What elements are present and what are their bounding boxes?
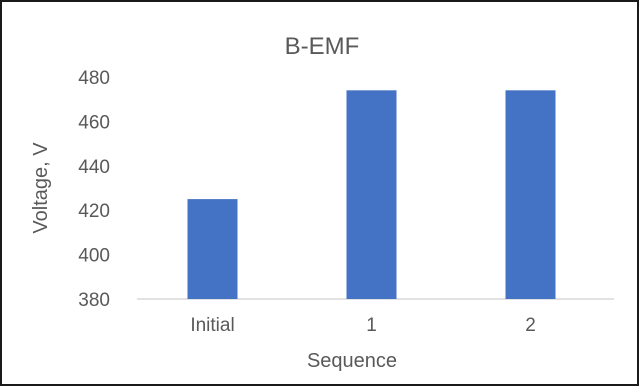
bars [187,90,556,299]
y-tick-label: 460 [78,112,110,133]
y-tick-label: 480 [78,68,110,89]
x-tick-label: 2 [525,315,536,336]
bar [346,90,397,299]
chart-title: B-EMF [285,33,360,60]
bar [505,90,556,299]
x-tick-label: 1 [366,315,377,336]
x-tick-label: Initial [190,315,234,336]
x-axis-ticks: Initial 1 2 [190,315,535,336]
y-tick-label: 420 [78,201,110,222]
y-tick-label: 380 [78,290,110,311]
y-tick-label: 440 [78,157,110,178]
y-axis-label: Voltage, V [30,142,52,234]
y-axis-ticks: 380 400 420 440 460 480 [78,68,110,311]
bar [187,199,238,299]
x-axis-label: Sequence [307,350,397,372]
y-tick-label: 400 [78,246,110,267]
